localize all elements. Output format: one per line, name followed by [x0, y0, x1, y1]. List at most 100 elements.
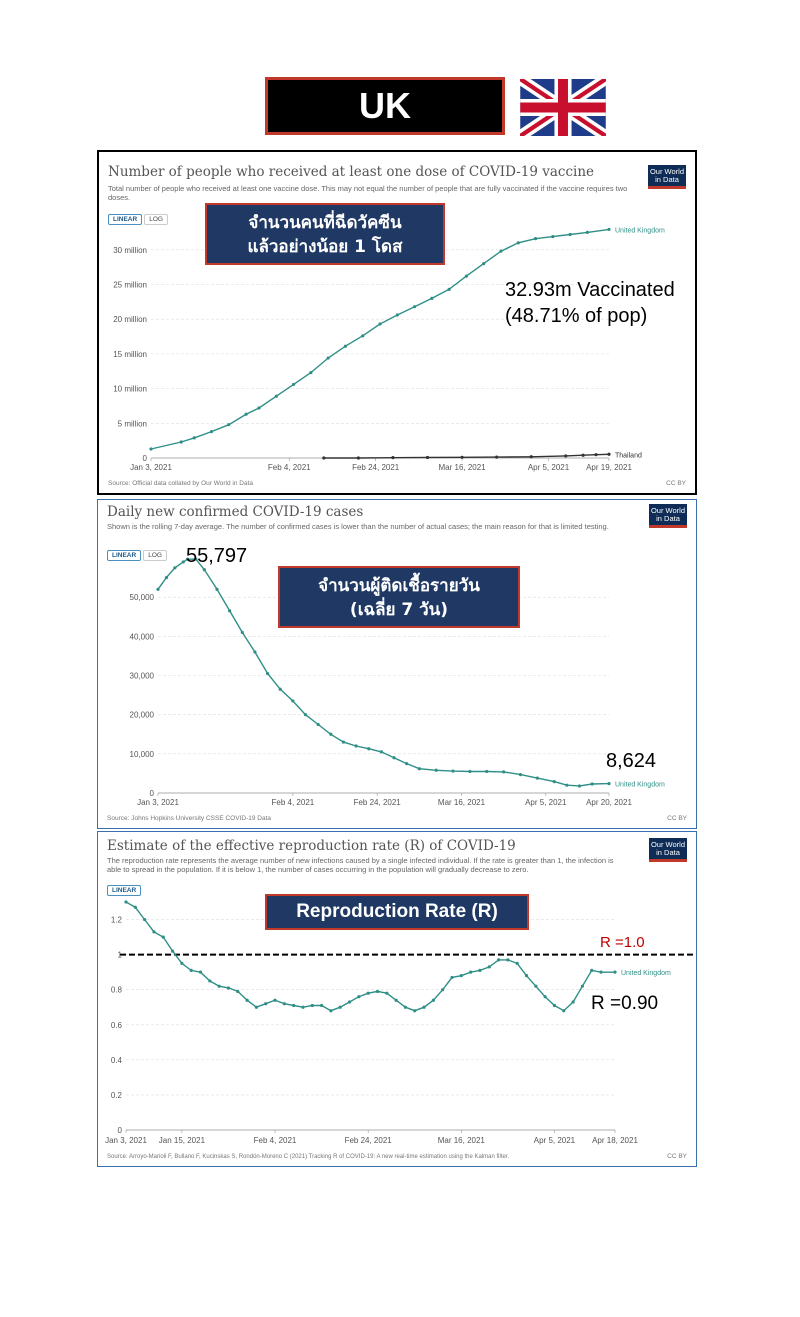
x-tick-label: Feb 24, 2021	[354, 798, 402, 807]
log-toggle-button[interactable]: LOG	[144, 214, 168, 225]
data-point	[198, 970, 203, 974]
x-tick-label: Jan 3, 2021	[130, 463, 172, 472]
log-toggle-button[interactable]: LOG	[143, 550, 167, 561]
series-label: United Kingdom	[615, 782, 665, 789]
data-point	[326, 356, 330, 360]
data-point	[564, 454, 568, 458]
data-point	[378, 322, 382, 326]
data-point	[469, 970, 473, 974]
data-point	[227, 423, 231, 427]
data-point	[568, 232, 572, 237]
data-point	[366, 991, 370, 995]
data-point	[356, 456, 360, 460]
data-point	[460, 455, 464, 459]
chart-source: Source: Johns Hopkins University CSSE CO…	[107, 815, 272, 822]
series-line-united-kingdom	[157, 558, 610, 787]
data-point	[180, 961, 184, 965]
linear-toggle-button[interactable]: LINEAR	[107, 885, 142, 896]
data-point	[278, 687, 282, 691]
data-point	[565, 783, 569, 787]
data-point	[329, 732, 333, 736]
data-point	[357, 995, 361, 999]
data-point	[434, 768, 438, 772]
country-title: UK	[359, 85, 411, 126]
data-point	[518, 772, 523, 777]
data-point	[607, 452, 611, 456]
peak-cases-label: 55,797	[186, 545, 248, 567]
r-current-label: R =0.90	[591, 993, 659, 1014]
data-point	[459, 974, 463, 978]
data-point	[215, 587, 219, 591]
linear-toggle-button[interactable]: LINEAR	[108, 214, 143, 225]
cases-plot: 0 10,000 20,000 30,000 40,000 50,000 Jan 3, 20…	[130, 557, 665, 807]
license-label: CC BY	[667, 1153, 687, 1160]
data-point	[447, 287, 451, 291]
y-tick-label: 15 million	[113, 350, 147, 359]
x-tick-label: Feb 24, 2021	[345, 1136, 393, 1145]
data-point	[496, 958, 501, 962]
vaccine-plot: 0 5 million 10 million 15 million 20 million…	[113, 227, 665, 472]
data-point	[552, 780, 556, 784]
data-point	[413, 1009, 417, 1013]
data-point	[354, 744, 358, 748]
data-point	[301, 1005, 305, 1009]
data-point	[562, 1009, 566, 1013]
data-point	[303, 713, 308, 717]
y-tick-label: 0	[118, 1126, 123, 1135]
data-point	[533, 237, 538, 241]
data-point	[478, 968, 482, 972]
y-tick-label: 40,000	[130, 632, 155, 641]
x-tick-label: Mar 16, 2021	[439, 463, 487, 472]
data-point	[580, 984, 584, 988]
data-point	[524, 974, 529, 978]
y-tick-label: 0.4	[111, 1056, 123, 1065]
y-tick-label: 30,000	[130, 672, 155, 681]
chart-subtitle: The reproduction rate represents the ave…	[107, 856, 614, 874]
x-tick-label: Apr 18, 2021	[592, 1136, 638, 1145]
data-point	[417, 767, 421, 771]
data-point	[208, 979, 212, 983]
data-point	[515, 961, 519, 965]
linear-toggle-button[interactable]: LINEAR	[107, 550, 142, 561]
data-point	[309, 371, 313, 375]
data-point	[468, 769, 472, 774]
scale-toggle: LINEAR	[107, 885, 142, 896]
data-point	[181, 560, 185, 564]
x-tick-label: Apr 5, 2021	[534, 1136, 576, 1145]
data-point	[341, 740, 346, 744]
y-tick-label: 1.2	[111, 916, 123, 925]
data-point	[217, 984, 221, 988]
data-point	[226, 986, 231, 990]
cases-chart-panel: Daily new confirmed COVID-19 cases Shown…	[97, 499, 697, 829]
data-point	[392, 756, 396, 760]
data-point	[240, 630, 244, 635]
data-point	[274, 394, 278, 398]
data-point	[375, 989, 380, 994]
data-point	[124, 900, 128, 904]
data-point	[291, 382, 296, 387]
data-point	[391, 456, 395, 460]
data-point	[495, 455, 499, 459]
data-point	[143, 917, 147, 922]
cases-callout-line2: (เฉลี่ย 7 วัน)	[349, 600, 449, 620]
data-point	[405, 762, 409, 766]
data-point	[441, 988, 445, 992]
owid-logo: Our World in Data	[649, 504, 687, 528]
data-point	[149, 447, 153, 451]
data-point	[379, 750, 383, 754]
data-point	[607, 782, 611, 786]
data-point	[529, 455, 533, 459]
y-tick-label: 10 million	[113, 385, 147, 394]
y-tick-label: 0	[150, 789, 155, 798]
cases-callout: จำนวนผู้ติดเชื้อรายวัน (เฉลี่ย 7 วัน)	[278, 566, 520, 628]
y-tick-label: 0.8	[111, 986, 123, 995]
rrate-chart-panel: Estimate of the effective reproduction r…	[97, 831, 697, 1167]
data-point	[310, 1003, 314, 1008]
y-tick-label: 0	[143, 454, 148, 463]
x-tick-label: Apr 20, 2021	[586, 798, 632, 807]
data-point	[264, 1002, 268, 1006]
data-point	[590, 968, 594, 972]
r-threshold-label: R =1.0	[600, 934, 645, 951]
data-point	[338, 1005, 342, 1009]
